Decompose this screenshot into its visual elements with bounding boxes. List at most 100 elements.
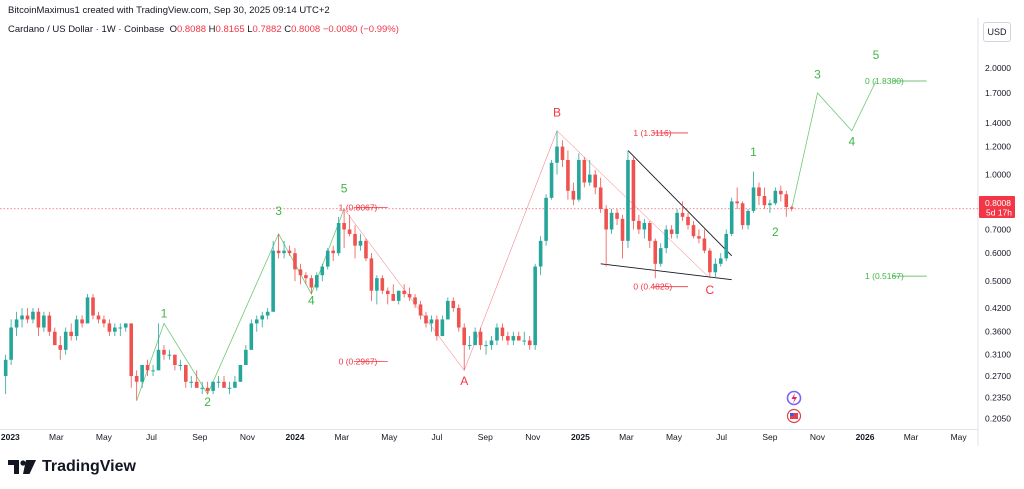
time-tick-label: May [951, 432, 968, 442]
candle-body [80, 319, 84, 324]
candle-body [544, 197, 548, 241]
candle-body [713, 263, 718, 273]
candle-body [538, 240, 543, 267]
candle-body [145, 364, 150, 371]
candle-body [593, 174, 598, 188]
candle-body [287, 250, 292, 254]
wave-label: 3 [275, 204, 282, 218]
candle-body [762, 196, 767, 206]
candle-body [189, 381, 194, 383]
candle-body [566, 159, 570, 191]
candle-body [451, 300, 456, 309]
wave-label: B [553, 105, 561, 119]
candle-body [260, 315, 265, 320]
last-price-tag [979, 196, 1015, 218]
candle-body [47, 315, 52, 332]
price-tick-label: 1.7000 [985, 88, 1011, 98]
wave-label: 4 [308, 293, 315, 307]
ohlc-low-label: L [247, 24, 253, 35]
candle-body [708, 250, 712, 273]
event-icons[interactable] [786, 390, 802, 424]
candle-body [724, 233, 729, 259]
candle-body [511, 336, 516, 341]
candle-body [746, 210, 750, 226]
candle-body [680, 212, 685, 217]
lightning-icon [791, 393, 797, 404]
candle-body [151, 370, 155, 372]
price-tick-label: 0.3600 [985, 327, 1011, 337]
wave-path-projection [791, 80, 877, 209]
candle-body [527, 340, 532, 346]
price-tick-label: 0.5000 [985, 276, 1011, 286]
candle-body [740, 203, 745, 226]
time-tick-label: 2025 [571, 432, 590, 442]
candle-body [691, 225, 696, 237]
candle-body [587, 174, 592, 183]
candle-body [424, 315, 428, 324]
candle-body [413, 297, 417, 305]
price-tick-label: 1.4000 [985, 118, 1011, 128]
ohlc-close: 0.8008 [291, 24, 321, 35]
wave-label: 1 [161, 306, 168, 320]
time-tick-label: Jul [431, 432, 442, 442]
ohlc-open-label: O [169, 24, 177, 35]
time-tick-label: 2026 [856, 432, 875, 442]
candle-body [320, 266, 325, 276]
ohlc-change: −0.0080 (−0.99%) [322, 24, 399, 35]
wave-label: 5 [341, 182, 348, 196]
ohlc-open: 0.8088 [176, 24, 207, 35]
price-tick-label: 0.2700 [985, 371, 1011, 381]
candle-body [194, 381, 199, 388]
candle-body [276, 250, 281, 254]
time-tick-label: Nov [240, 432, 256, 442]
time-tick-label: May [96, 432, 113, 442]
candle-body [664, 229, 668, 249]
wave-label: 4 [848, 134, 855, 148]
candle-body [216, 381, 221, 383]
price-tick-label: 0.4200 [985, 303, 1011, 313]
candle-body [20, 315, 24, 320]
time-tick-label: Nov [525, 432, 541, 442]
candle-body [336, 223, 341, 254]
candle-body [58, 345, 63, 350]
candle-body [396, 290, 401, 301]
candle-body [446, 300, 450, 320]
wedge-trendline [627, 150, 733, 257]
candle-body [653, 240, 658, 264]
candle-body [205, 387, 210, 391]
candle-body [184, 364, 188, 382]
candle-body [52, 331, 57, 346]
tradingview-logo-icon [8, 460, 36, 474]
candle-body [773, 190, 778, 204]
brand-name: TradingView [42, 458, 136, 475]
price-tick-label: 1.0000 [985, 170, 1011, 180]
ohlc-close-label: C [284, 24, 292, 35]
price-tick-label: 1.2000 [985, 142, 1011, 152]
candle-body [391, 294, 396, 301]
candle-body [789, 207, 794, 209]
candle-body [615, 212, 619, 219]
bar-countdown: 5d 17h [986, 208, 1012, 218]
candle-body [85, 297, 90, 324]
us-flag-canton [790, 413, 794, 416]
currency-button[interactable]: USD [983, 22, 1011, 42]
candle-body [456, 308, 461, 328]
ohlc-high: 0.8165 [215, 24, 245, 35]
candle-body [729, 201, 734, 234]
candle-body [533, 266, 537, 346]
tradingview-logo[interactable]: TradingView [8, 458, 136, 476]
candle-body [96, 315, 101, 320]
candle-body [484, 345, 488, 347]
ohlc-high-label: H [208, 24, 216, 35]
fib-level-label: 1 (1.3116) [633, 128, 671, 138]
candle-body [74, 319, 79, 337]
price-tick-label: 0.2050 [985, 413, 1011, 423]
candle-body [309, 278, 314, 288]
candle-body [222, 381, 226, 388]
time-tick-label: Mar [334, 432, 349, 442]
time-tick-label: Sep [192, 432, 207, 442]
wave-label: 2 [772, 225, 779, 239]
ohlc-low: 0.7882 [252, 24, 282, 35]
candle-body [364, 240, 368, 259]
